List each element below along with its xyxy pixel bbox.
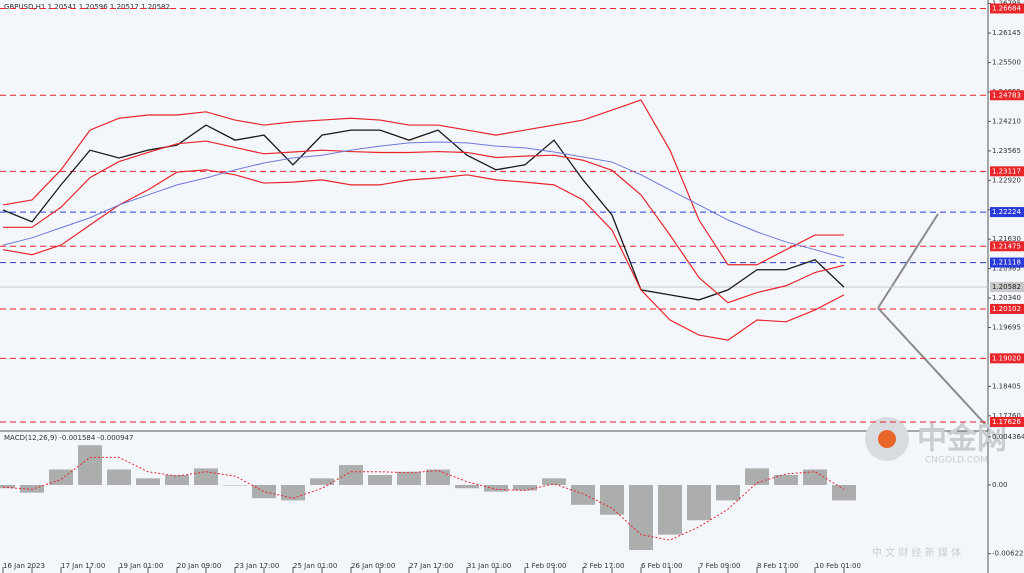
- macd-bar: [745, 468, 769, 485]
- macd-bar: [774, 475, 798, 485]
- y-tick-label: 1.26145: [992, 29, 1021, 37]
- macd-bar: [194, 468, 218, 485]
- projection-down: [877, 307, 986, 425]
- level-tag: [990, 353, 1024, 364]
- y-tick-label: 1.23565: [992, 147, 1021, 155]
- level-label: 1.21118: [992, 259, 1021, 267]
- level-label: 1.21475: [992, 242, 1021, 250]
- level-label: 1.23117: [992, 167, 1021, 175]
- macd-bar: [629, 484, 653, 551]
- level-tag: [990, 303, 1024, 314]
- level-label: 1.19020: [992, 354, 1021, 362]
- macd-bar: [832, 484, 856, 501]
- macd-bar: [426, 469, 450, 485]
- level-tag: [990, 207, 1024, 218]
- macd-bar: [484, 484, 508, 492]
- y-tick-label: 1.19695: [992, 324, 1021, 332]
- macd-bar: [107, 469, 131, 485]
- series-line: [3, 140, 845, 304]
- macd-bar: [49, 469, 73, 485]
- macd-bar: [687, 484, 711, 521]
- x-tick-label: 6 Feb 01:00: [641, 562, 682, 570]
- series-line: [2, 141, 845, 259]
- x-tick-label: 27 Jan 17:00: [409, 562, 453, 570]
- macd-bar: [600, 484, 624, 515]
- y-tick-label: 0.004364: [992, 433, 1024, 441]
- y-tick-label: 1.20340: [992, 294, 1021, 302]
- macd-bar: [252, 484, 276, 499]
- x-tick-label: 31 Jan 01:00: [467, 562, 511, 570]
- macd-bar: [803, 469, 827, 485]
- x-tick-label: 25 Jan 01:00: [293, 562, 337, 570]
- watermark: 中金网 CNGOLD.COM 中 文 财 经 新 媒 体: [865, 417, 1007, 559]
- x-tick-label: 16 Jan 2023: [3, 562, 45, 570]
- x-tick-label: 8 Feb 17:00: [757, 562, 798, 570]
- level-tag: [990, 257, 1024, 268]
- x-tick-label: 2 Feb 17:00: [583, 562, 624, 570]
- macd-bar: [716, 484, 740, 501]
- level-tag: [990, 3, 1024, 14]
- macd-bar: [658, 484, 682, 535]
- x-tick-label: 7 Feb 09:00: [699, 562, 740, 570]
- level-label: 1.26684: [992, 4, 1021, 12]
- y-tick-label: 1.18405: [992, 382, 1021, 390]
- macd-bar: [339, 465, 363, 485]
- y-tick-label: 1.17760: [992, 412, 1021, 420]
- macd-bar: [513, 484, 537, 491]
- series-line: [2, 99, 844, 266]
- macd-title: MACD(12,26,9) -0.001584 -0.000947: [4, 434, 133, 442]
- watermark-brand: 中金网: [917, 422, 1007, 457]
- watermark-site: CNGOLD.COM: [925, 456, 988, 466]
- series-line: [2, 169, 845, 341]
- y-tick-label: 1.20985: [992, 265, 1021, 273]
- macd-bar: [571, 484, 595, 505]
- macd-bar: [223, 484, 247, 486]
- x-tick-label: 17 Jan 17:00: [61, 562, 105, 570]
- level-tag: [990, 90, 1024, 101]
- macd-bar: [368, 475, 392, 485]
- level-tag: [990, 282, 1024, 293]
- level-label: 1.17626: [992, 418, 1021, 426]
- level-tag: [990, 416, 1024, 427]
- y-tick-label: 1.25500: [992, 59, 1021, 67]
- level-tag: [990, 241, 1024, 252]
- y-tick-label: 1.21630: [992, 235, 1021, 243]
- macd-bar: [310, 478, 334, 485]
- macd-bar: [542, 478, 566, 485]
- x-tick-label: 20 Jan 09:00: [177, 562, 221, 570]
- level-label: 1.20102: [992, 305, 1021, 313]
- projection-up: [877, 213, 939, 309]
- y-tick-label: -0.006228: [992, 550, 1024, 558]
- macd-bar: [20, 484, 44, 493]
- x-tick-label: 1 Feb 09:00: [525, 562, 566, 570]
- chart-title: GBPUSD,H1 1.20541 1.20596 1.20517 1.2058…: [4, 3, 170, 11]
- x-tick-label: 10 Feb 01:00: [815, 562, 861, 570]
- series-line: [2, 124, 845, 301]
- y-tick-label: 1.22920: [992, 176, 1021, 184]
- x-tick-label: 26 Jan 09:00: [351, 562, 395, 570]
- watermark-tagline: 中 文 财 经 新 媒 体: [872, 546, 961, 559]
- level-tag: [990, 166, 1024, 177]
- y-tick-label: 1.24210: [992, 117, 1021, 125]
- macd-bar: [455, 484, 479, 489]
- macd-bar: [397, 471, 421, 485]
- macd-bar: [78, 445, 102, 485]
- level-label: 1.24783: [992, 91, 1021, 99]
- macd-bar: [136, 478, 160, 485]
- y-tick-label: 0.00: [992, 481, 1008, 489]
- macd-bar: [165, 475, 189, 485]
- signal-line: [2, 456, 845, 541]
- logo-core: [878, 430, 896, 448]
- x-tick-label: 23 Jan 17:00: [235, 562, 279, 570]
- macd-bar: [0, 484, 15, 489]
- level-label: 1.22224: [992, 208, 1021, 216]
- level-label: 1.20582: [992, 283, 1021, 291]
- x-tick-label: 19 Jan 01:00: [119, 562, 163, 570]
